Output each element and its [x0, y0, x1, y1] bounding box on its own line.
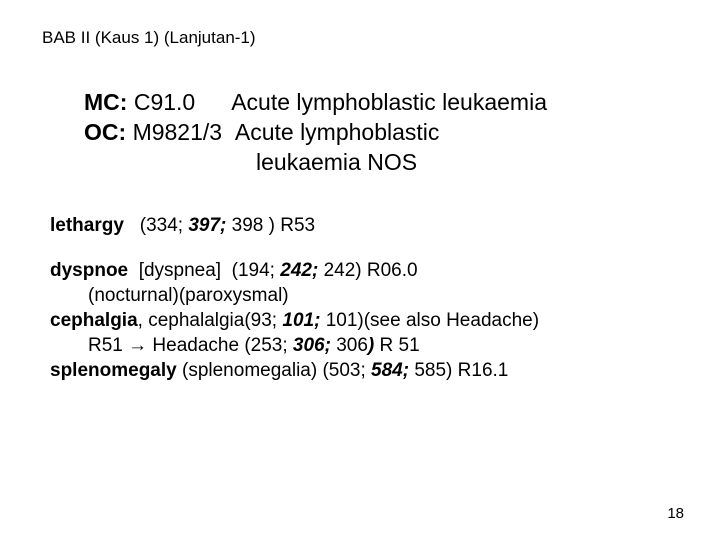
dyspnoe-bracket: [dyspnea]	[139, 260, 221, 281]
cephalgia-l2c: 306	[336, 335, 368, 356]
oc-desc2: leukaemia NOS	[84, 148, 678, 178]
spleno-after-a: (splenomegalia) (503;	[177, 360, 371, 381]
cephalgia-l2d: R 51	[374, 335, 419, 356]
mc-desc: Acute lymphoblastic leukaemia	[231, 89, 547, 115]
cephalgia-l2a: R51	[88, 335, 128, 356]
page-number: 18	[667, 505, 684, 522]
cephalgia-entry: cephalgia, cephalalgia(93; 101; 101)(see…	[50, 308, 678, 358]
dyspnoe-ref-bold: 242;	[280, 260, 323, 281]
cephalgia-line2: R51 → Headache (253; 306; 306) R 51	[50, 333, 678, 358]
cephalgia-term: cephalgia	[50, 310, 138, 331]
lethargy-entry: lethargy (334; 397; 398 ) R53	[50, 213, 678, 238]
code-block: MC: C91.0 Acute lymphoblastic leukaemia O…	[42, 88, 678, 178]
cephalgia-l2b: Headache (253;	[147, 335, 293, 356]
dyspnoe-line1: dyspnoe [dyspnea] (194; 242; 242) R06.0	[50, 258, 678, 283]
oc-row: OC: M9821/3 Acute lymphoblastic	[84, 118, 678, 148]
oc-desc1: Acute lymphoblastic	[235, 119, 440, 145]
lethargy-term: lethargy	[50, 215, 124, 236]
lethargy-ref-a: (334;	[140, 215, 189, 236]
cephalgia-line1: cephalgia, cephalalgia(93; 101; 101)(see…	[50, 308, 678, 333]
dyspnoe-ref-b: 242)	[324, 260, 367, 281]
terms-section: lethargy (334; 397; 398 ) R53 dyspnoe [d…	[42, 213, 678, 383]
lethargy-ref-b: 398 ) R53	[232, 215, 315, 236]
oc-label: OC:	[84, 119, 126, 145]
slide-header: BAB II (Kaus 1) (Lanjutan-1)	[42, 28, 678, 48]
dyspnoe-entry: dyspnoe [dyspnea] (194; 242; 242) R06.0 …	[50, 258, 678, 308]
spleno-bold: 584;	[371, 360, 414, 381]
spleno-term: splenomegaly	[50, 360, 177, 381]
arrow-icon: →	[128, 335, 147, 356]
cephalgia-after2: 101)(see also Headache)	[326, 310, 539, 331]
cephalgia-after: , cephalalgia(93;	[138, 310, 283, 331]
dyspnoe-ref-a: (194;	[232, 260, 281, 281]
dyspnoe-sub: (nocturnal)(paroxysmal)	[50, 283, 678, 308]
oc-code: M9821/3	[133, 119, 223, 145]
mc-label: MC:	[84, 89, 127, 115]
mc-row: MC: C91.0 Acute lymphoblastic leukaemia	[84, 88, 678, 118]
lethargy-ref-bold: 397;	[188, 215, 231, 236]
spleno-after-b: 585) R16.1	[414, 360, 508, 381]
dyspnoe-code: R06.0	[367, 260, 418, 281]
mc-code: C91.0	[134, 89, 195, 115]
spleno-entry: splenomegaly (splenomegalia) (503; 584; …	[50, 358, 678, 383]
cephalgia-l2bold: 306;	[293, 335, 336, 356]
dyspnoe-term: dyspnoe	[50, 260, 128, 281]
cephalgia-bold: 101;	[282, 310, 325, 331]
